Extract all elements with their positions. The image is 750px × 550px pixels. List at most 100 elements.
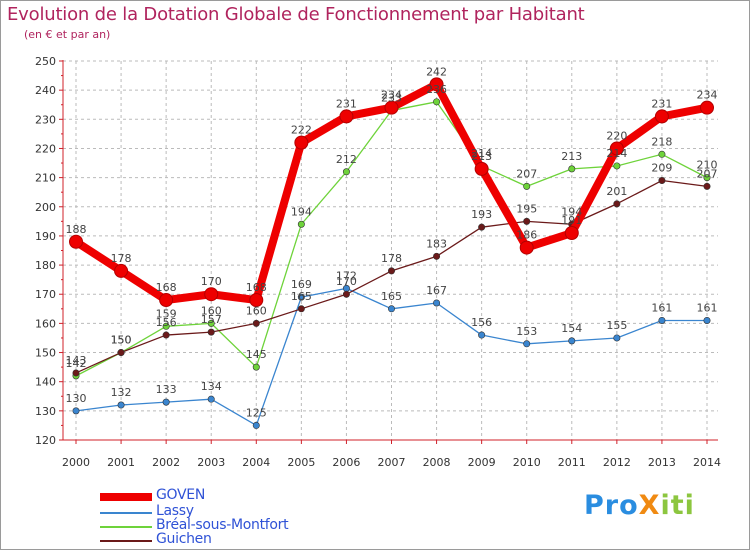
point-goven-2004 [249,293,264,308]
data-label-guichen-2001: 150 [111,334,132,347]
point-lassy-2002 [162,398,170,406]
point-goven-2005 [294,135,309,150]
y-tick-label-180: 180 [35,259,56,272]
legend-label-lassy: Lassy [156,503,194,519]
data-label-guichen-2010: 195 [516,202,537,215]
data-label-lassy-2006: 172 [336,269,357,282]
x-tick-label-2012: 2012 [603,456,631,469]
point-goven-2013 [654,109,669,124]
point-goven-2014 [700,100,714,115]
point-breal-sous-montfort-2012 [613,162,621,170]
point-lassy-2009 [478,331,486,339]
data-label-goven-2011: 191 [561,214,582,227]
x-tick-label-2006: 2006 [332,456,360,469]
point-goven-2000 [69,234,83,249]
point-goven-2011 [564,226,579,241]
y-tick-label-210: 210 [35,172,56,185]
x-tick-label-2001: 2001 [107,456,135,469]
y-tick-label-220: 220 [35,142,56,155]
data-label-lassy-2005: 169 [291,278,312,291]
data-label-breal-sous-montfort-2008: 236 [426,83,447,96]
proxiti-logo: ProXiti [584,490,695,521]
data-label-guichen-2003: 157 [201,313,222,326]
point-lassy-2003 [207,395,215,403]
data-label-guichen-2006: 170 [336,275,357,288]
grid-layer [63,60,718,441]
point-breal-sous-montfort-2004 [252,363,260,371]
point-breal-sous-montfort-2008 [433,98,441,106]
point-lassy-2001 [117,401,125,409]
data-label-guichen-2014: 207 [697,167,718,180]
y-tick-label-120: 120 [35,434,56,447]
point-lassy-2013 [658,316,666,324]
chart-title: Evolution de la Dotation Globale de Fonc… [7,4,585,25]
point-lassy-2004 [252,421,260,429]
point-lassy-2011 [568,337,576,345]
data-label-lassy-2012: 155 [606,319,627,332]
y-tick-label-160: 160 [35,317,56,330]
legend-label-breal-sous-montfort: Bréal-sous-Montfort [156,517,289,533]
x-tick-label-2000: 2000 [62,456,90,469]
point-guichen-2005 [297,305,305,313]
point-breal-sous-montfort-2003 [207,319,215,327]
point-goven-2006 [339,109,354,124]
point-breal-sous-montfort-2014 [703,174,711,182]
point-goven-2009 [474,161,489,176]
x-tick-label-2010: 2010 [513,456,541,469]
data-label-guichen-2008: 183 [426,237,447,250]
data-label-breal-sous-montfort-2014: 210 [697,159,718,172]
x-tick-label-2011: 2011 [558,456,586,469]
data-label-goven-2005: 222 [291,124,312,137]
logo-part-2: X [638,490,661,521]
data-label-breal-sous-montfort-2005: 194 [291,205,312,218]
y-tick-label-150: 150 [35,347,56,360]
point-lassy-2008 [433,299,441,307]
data-label-lassy-2004: 125 [246,406,267,419]
point-guichen-2014 [703,182,711,190]
data-label-guichen-2005: 165 [291,290,312,303]
data-label-lassy-2002: 133 [156,383,177,396]
y-tick-label-190: 190 [35,230,56,243]
data-label-breal-sous-montfort-2001: 150 [111,334,132,347]
data-label-breal-sous-montfort-2000: 142 [66,357,87,370]
point-goven-2012 [609,141,624,156]
x-tick-label-2007: 2007 [378,456,406,469]
data-label-breal-sous-montfort-2002: 159 [156,307,177,320]
data-label-goven-2014: 234 [697,89,718,102]
data-label-breal-sous-montfort-2013: 218 [651,135,672,148]
logo-part-3: iti [660,490,695,521]
data-label-goven-2008: 242 [426,65,447,78]
data-label-breal-sous-montfort-2009: 214 [471,147,492,160]
data-label-goven-2002: 168 [156,281,177,294]
data-label-goven-2013: 231 [651,97,672,110]
point-lassy-2014 [703,316,711,324]
data-label-guichen-2000: 143 [66,354,87,367]
x-tick-label-2003: 2003 [197,456,225,469]
point-breal-sous-montfort-2002 [162,322,170,330]
data-label-goven-2012: 220 [606,129,627,142]
x-tick-label-2008: 2008 [423,456,451,469]
point-guichen-2000 [72,369,80,377]
point-goven-2008 [429,77,444,92]
logo-part-1: Pro [584,490,639,521]
data-label-goven-2003: 170 [201,275,222,288]
data-label-goven-2004: 168 [246,281,267,294]
data-label-lassy-2010: 153 [516,325,537,338]
point-guichen-2013 [658,177,666,185]
point-breal-sous-montfort-2010 [523,182,531,190]
data-label-lassy-2007: 165 [381,290,402,303]
data-label-breal-sous-montfort-2010: 207 [516,167,537,180]
data-label-lassy-2013: 161 [651,301,672,314]
data-label-breal-sous-montfort-2007: 233 [381,92,402,105]
data-label-guichen-2011: 194 [561,205,582,218]
data-label-lassy-2000: 130 [66,392,87,405]
point-goven-2010 [519,240,534,255]
data-label-lassy-2011: 154 [561,322,582,335]
x-tick-label-2014: 2014 [693,456,721,469]
point-guichen-2010 [523,217,531,225]
data-label-goven-2006: 231 [336,97,357,110]
point-goven-2001 [114,263,129,278]
x-tick-label-2009: 2009 [468,456,496,469]
point-guichen-2009 [478,223,486,231]
